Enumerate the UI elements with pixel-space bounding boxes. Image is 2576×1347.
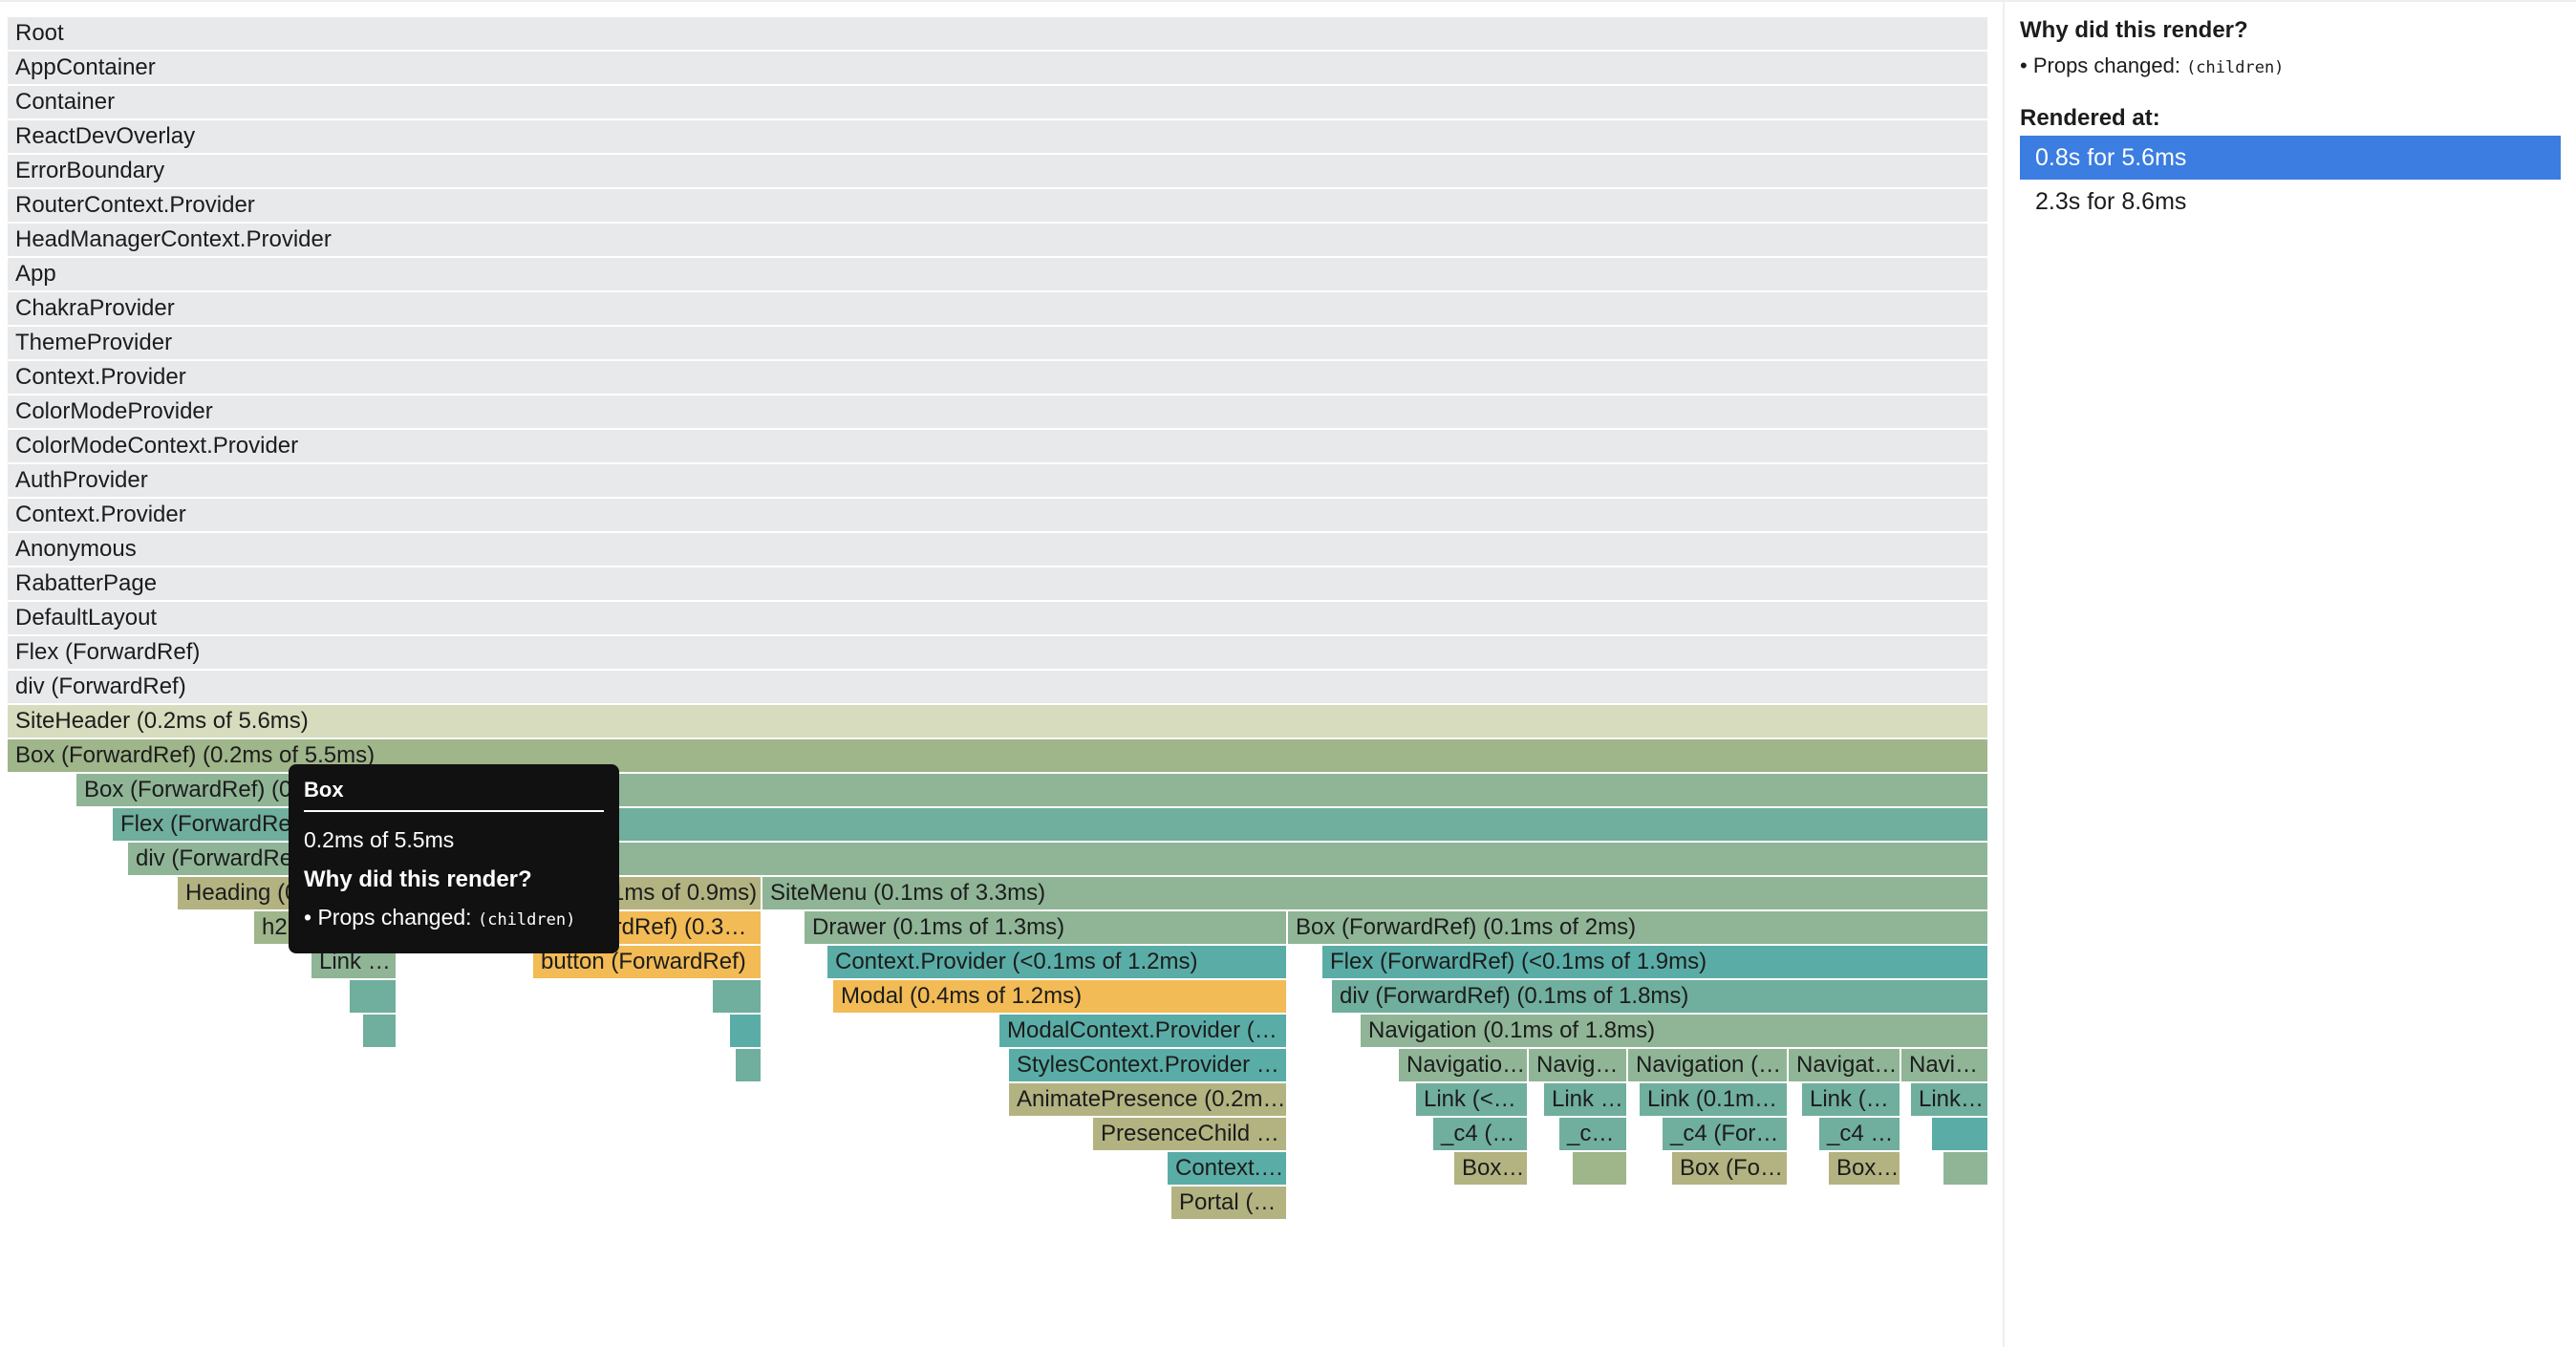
flame-bar-small[interactable] [363, 1015, 396, 1047]
tooltip-props-value: (children) [477, 910, 576, 930]
flame-bar-navigation-item[interactable]: Navigation (0.1ms) [1789, 1049, 1900, 1081]
flame-bar-c4[interactable]: _c4 (ForwardRef) [1819, 1118, 1900, 1150]
flame-bar-row[interactable]: ThemeProvider [8, 327, 1987, 359]
flame-bar-row[interactable]: Flex (ForwardRef) [8, 636, 1987, 669]
tooltip-duration: 0.2ms of 5.5ms [304, 827, 455, 852]
flame-bar-modal-context[interactable]: ModalContext.Provider (<0.1ms) [999, 1015, 1286, 1047]
flame-bar-flex-nav[interactable]: Flex (ForwardRef) (<0.1ms of 1.9ms) [1322, 946, 1987, 978]
flame-bar-c4[interactable]: _c4 (ForwardRef) [1433, 1118, 1527, 1150]
sidebar: Why did this render? • Props changed: (c… [2020, 17, 2561, 224]
panel-divider[interactable] [2003, 0, 2005, 1347]
flamegraph[interactable]: Root AppContainer Container ReactDevOverlay… [0, 0, 2003, 1347]
commit-item[interactable]: 2.3s for 8.6ms [2035, 188, 2187, 215]
flame-bar-link-item[interactable]: Link (0.1ms) [1911, 1083, 1987, 1116]
props-changed-label: Props changed: [2032, 53, 2180, 77]
flame-bar-modal[interactable]: Modal (0.4ms of 1.2ms) [833, 980, 1286, 1013]
flame-bar-row[interactable]: RabatterPage [8, 567, 1987, 600]
flame-bar-navigation-item[interactable]: Navigation (0.1ms) [1399, 1049, 1527, 1081]
flame-bar-portal[interactable]: Portal (<0.1ms) [1171, 1187, 1286, 1219]
rendered-at-title: Rendered at: [2020, 105, 2160, 131]
flame-bar-row[interactable]: Anonymous [8, 533, 1987, 566]
flame-bar-row[interactable]: App [8, 258, 1987, 290]
flame-bar-box-item[interactable]: Box (ForwardRef) [1454, 1152, 1527, 1185]
flame-bar-row[interactable]: Context.Provider [8, 499, 1987, 531]
why-render-title: Why did this render? [2020, 17, 2248, 43]
flame-bar-site-header[interactable]: SiteHeader (0.2ms of 5.6ms) [8, 705, 1987, 738]
flame-bar-navigation-item[interactable]: Navigation (0.1ms) [1529, 1049, 1626, 1081]
flame-bar-small[interactable] [713, 980, 761, 1013]
flame-bar-small[interactable] [730, 1015, 761, 1047]
flame-bar-c4[interactable]: _c4 (ForwardRef) [1559, 1118, 1626, 1150]
flame-bar-context-small[interactable]: Context.Provider (<0.1ms) [1168, 1152, 1286, 1185]
tooltip-props-changed: • Props changed: (children) [304, 905, 576, 930]
flame-bar-box-nav[interactable]: Box (ForwardRef) (0.1ms of 2ms) [1288, 911, 1987, 944]
flame-bar-animate-presence[interactable]: AnimatePresence (0.2ms of 0.6ms) [1009, 1083, 1286, 1116]
tooltip-title: Box [304, 778, 604, 812]
flame-bar-link-item[interactable]: Link (0.1ms) [1544, 1083, 1626, 1116]
flame-bar-row[interactable]: ReactDevOverlay [8, 120, 1987, 153]
flame-bar-row[interactable]: div (ForwardRef) [8, 671, 1987, 703]
flame-bar-row[interactable]: RouterContext.Provider [8, 189, 1987, 222]
flame-bar-row[interactable]: AppContainer [8, 52, 1987, 84]
tooltip: Box 0.2ms of 5.5ms Why did this render? … [289, 764, 619, 953]
flame-bar-context-provider[interactable]: Context.Provider (<0.1ms of 1.2ms) [827, 946, 1286, 978]
top-border [0, 0, 2576, 2]
flame-bar-row[interactable]: Container [8, 86, 1987, 118]
flame-bar-drawer[interactable]: Drawer (0.1ms of 1.3ms) [805, 911, 1286, 944]
flame-bar-row[interactable]: AuthProvider [8, 464, 1987, 497]
flame-bar-div-nav[interactable]: div (ForwardRef) (0.1ms of 1.8ms) [1332, 980, 1987, 1013]
flame-bar-navigation[interactable]: Navigation (0.1ms of 1.8ms) [1361, 1015, 1987, 1047]
flame-bar-site-menu[interactable]: SiteMenu (0.1ms of 3.3ms) [762, 877, 1987, 909]
flame-bar-navigation-item[interactable]: Navigation (0.1ms) [1901, 1049, 1987, 1081]
flame-bar-row[interactable]: HeadManagerContext.Provider [8, 224, 1987, 256]
tooltip-why-title: Why did this render? [304, 866, 532, 892]
flame-bar-box-item[interactable]: Box (ForwardRef) [1672, 1152, 1787, 1185]
flame-bar-c4[interactable]: _c4 (ForwardRef) [1663, 1118, 1787, 1150]
flame-bar-row[interactable]: ChakraProvider [8, 292, 1987, 325]
tooltip-props-label: Props changed: [317, 905, 472, 930]
flame-bar-small[interactable] [350, 980, 396, 1013]
props-changed-value: (children) [2186, 58, 2285, 77]
flame-bar-small[interactable] [1932, 1118, 1987, 1150]
flame-bar-navigation-item[interactable]: Navigation (0.1ms of 0.4ms) [1628, 1049, 1787, 1081]
flame-bar-row[interactable]: DefaultLayout [8, 602, 1987, 634]
flame-bar-row[interactable]: ErrorBoundary [8, 155, 1987, 187]
flame-bar-small[interactable] [1943, 1152, 1987, 1185]
flame-bar-presence-child[interactable]: PresenceChild (0.1ms) [1093, 1118, 1286, 1150]
flame-bar-small[interactable] [1573, 1152, 1626, 1185]
flame-bar-row[interactable]: Context.Provider [8, 361, 1987, 394]
flame-bar-row[interactable]: ColorModeContext.Provider [8, 430, 1987, 462]
flame-bar-box-item[interactable]: Box (ForwardRef) [1829, 1152, 1900, 1185]
flame-bar-row[interactable]: Root [8, 17, 1987, 50]
commit-item-selected[interactable]: 0.8s for 5.6ms [2020, 136, 2561, 180]
flame-bar-link-item[interactable]: Link (0.1ms) [1802, 1083, 1900, 1116]
flame-bar-link-item[interactable]: Link (<0.1ms) [1416, 1083, 1527, 1116]
flame-bar-row[interactable]: ColorModeProvider [8, 396, 1987, 428]
props-changed: • Props changed: (children) [2020, 53, 2285, 77]
flame-bar-styles-context[interactable]: StylesContext.Provider (<0.1ms) [1009, 1049, 1286, 1081]
flame-bar-link-item[interactable]: Link (0.1ms of 0.2ms) [1640, 1083, 1787, 1116]
flame-bar-small[interactable] [736, 1049, 761, 1081]
